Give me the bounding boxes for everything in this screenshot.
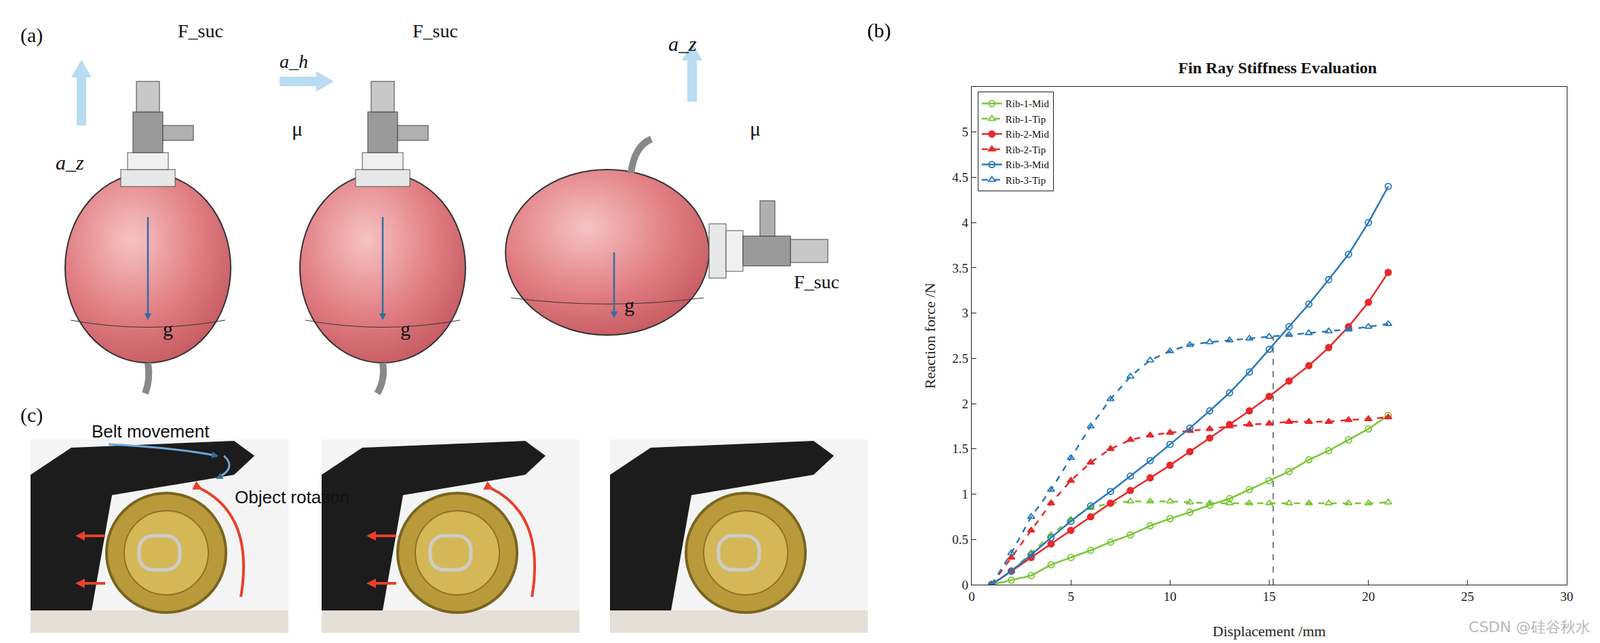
svg-text:F_suc: F_suc (793, 271, 840, 293)
svg-text:g: g (162, 317, 174, 340)
svg-text:20: 20 (1361, 589, 1375, 604)
svg-text:10: 10 (1163, 589, 1177, 604)
svg-text:25: 25 (1460, 589, 1474, 604)
svg-text:5: 5 (1067, 589, 1075, 604)
svg-text:Rib-2-Tip: Rib-2-Tip (1005, 144, 1046, 156)
svg-text:F_suc: F_suc (177, 20, 224, 42)
svg-text:Rib-3-Mid: Rib-3-Mid (1005, 159, 1050, 171)
svg-text:Fin Ray Stiffness Evaluation: Fin Ray Stiffness Evaluation (1177, 59, 1377, 77)
svg-text:Rib-2-Mid: Rib-2-Mid (1005, 128, 1050, 140)
svg-text:a_z: a_z (55, 151, 85, 174)
svg-text:a_z: a_z (668, 32, 697, 55)
svg-text:(c): (c) (20, 403, 43, 427)
svg-text:30: 30 (1560, 589, 1574, 604)
svg-text:0: 0 (962, 578, 969, 593)
svg-text:2.5: 2.5 (951, 351, 969, 366)
svg-text:g: g (400, 317, 411, 340)
svg-text:a_h: a_h (279, 50, 309, 72)
svg-text:15: 15 (1262, 589, 1276, 604)
svg-text:5: 5 (962, 124, 969, 140)
svg-text:μ: μ (291, 117, 303, 140)
svg-text:Displacement /mm: Displacement /mm (1212, 622, 1326, 640)
svg-text:Object rotation: Object rotation (234, 487, 350, 508)
svg-text:1.5: 1.5 (951, 441, 969, 456)
svg-text:4.5: 4.5 (951, 170, 969, 185)
html-text:CSDN @硅谷秋水: CSDN @硅谷秋水 (1468, 618, 1591, 636)
svg-text:Rib-1-Tip: Rib-1-Tip (1005, 113, 1046, 125)
svg-text:F_suc: F_suc (412, 20, 459, 42)
svg-text:Rib-1-Mid: Rib-1-Mid (1005, 98, 1050, 110)
svg-text:Reaction force /N: Reaction force /N (921, 282, 939, 389)
svg-text:g: g (624, 293, 635, 317)
svg-text:Rib-3-Tip: Rib-3-Tip (1005, 175, 1046, 186)
svg-text:2: 2 (962, 396, 969, 412)
svg-text:0: 0 (968, 589, 976, 604)
svg-text:(a): (a) (20, 23, 43, 47)
svg-text:3.5: 3.5 (951, 261, 969, 276)
svg-text:1: 1 (962, 487, 969, 502)
html-text:(b): (b) (867, 18, 891, 42)
svg-text:μ: μ (749, 117, 761, 140)
svg-text:0.5: 0.5 (951, 532, 969, 547)
svg-text:3: 3 (962, 306, 969, 321)
svg-text:4: 4 (962, 215, 969, 231)
svg-text:Belt movement: Belt movement (91, 421, 210, 442)
